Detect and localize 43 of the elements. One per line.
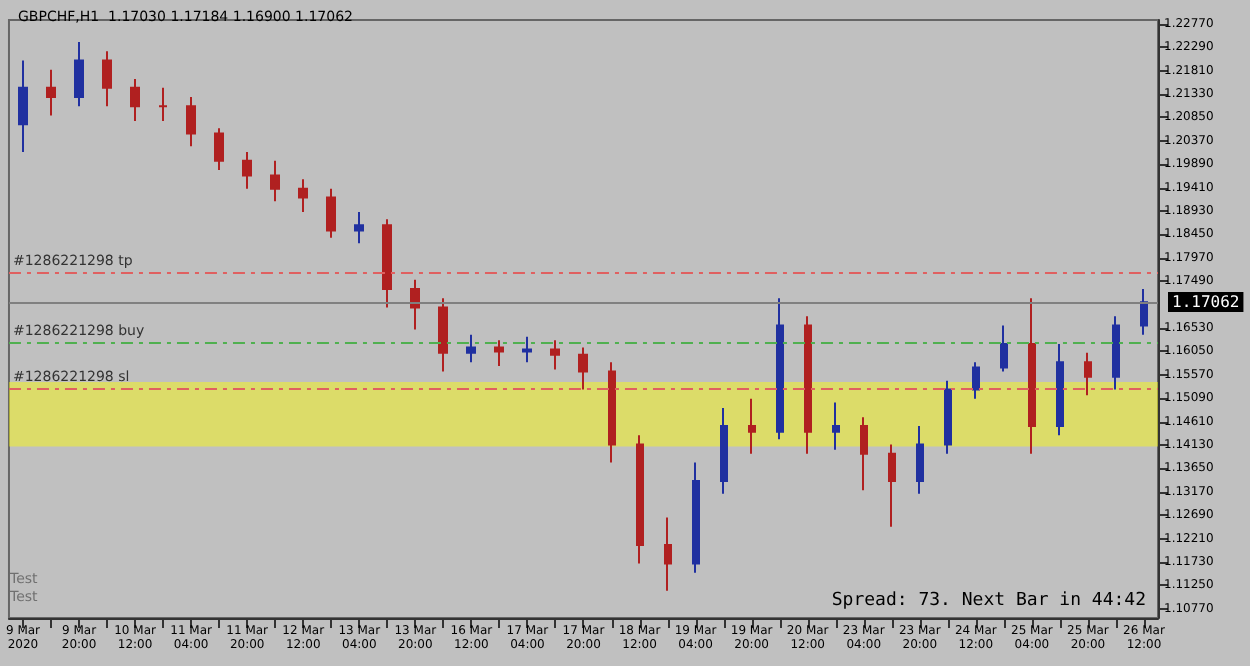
ref-line-label: 1.17062 — [1172, 293, 1240, 312]
candlestick — [1000, 324, 1008, 373]
candlestick — [298, 178, 308, 214]
candlestick — [494, 339, 504, 368]
candlestick — [74, 40, 84, 108]
candlestick — [944, 379, 952, 455]
candlestick — [186, 96, 196, 148]
candlestick — [466, 333, 476, 364]
candlestick — [1084, 351, 1092, 397]
candlestick — [1112, 315, 1120, 391]
candlestick — [720, 406, 728, 495]
candlestick — [664, 516, 672, 592]
candlestick — [522, 335, 532, 364]
candlestick — [776, 297, 784, 441]
candlestick — [888, 443, 896, 528]
candlestick — [860, 416, 868, 492]
candlestick — [102, 50, 112, 108]
candlestick — [1056, 343, 1064, 437]
candlestick — [972, 361, 980, 400]
candlestick — [214, 127, 224, 172]
annotation: Spread: 73. Next Bar in 44:42 — [831, 591, 1147, 611]
candlestick — [354, 211, 364, 245]
candlestick — [438, 297, 448, 373]
candlestick — [46, 68, 56, 117]
candlestick — [832, 401, 840, 451]
candlestick — [326, 187, 336, 239]
candlestick — [550, 339, 560, 371]
candlestick — [410, 278, 420, 331]
candlestick — [748, 397, 756, 455]
candlestick — [608, 361, 616, 464]
candlestick — [18, 59, 28, 154]
candlestick — [916, 424, 924, 495]
candlestick — [578, 346, 588, 391]
candlestick — [804, 315, 812, 455]
candlestick — [130, 77, 140, 122]
candlestick — [692, 461, 700, 574]
candlestick — [158, 86, 168, 122]
candlestick — [636, 434, 644, 565]
candlestick — [270, 159, 280, 203]
candlestick — [382, 218, 392, 309]
candlestick — [242, 151, 252, 190]
candlestick — [1140, 288, 1148, 336]
candlestick — [1028, 297, 1036, 455]
